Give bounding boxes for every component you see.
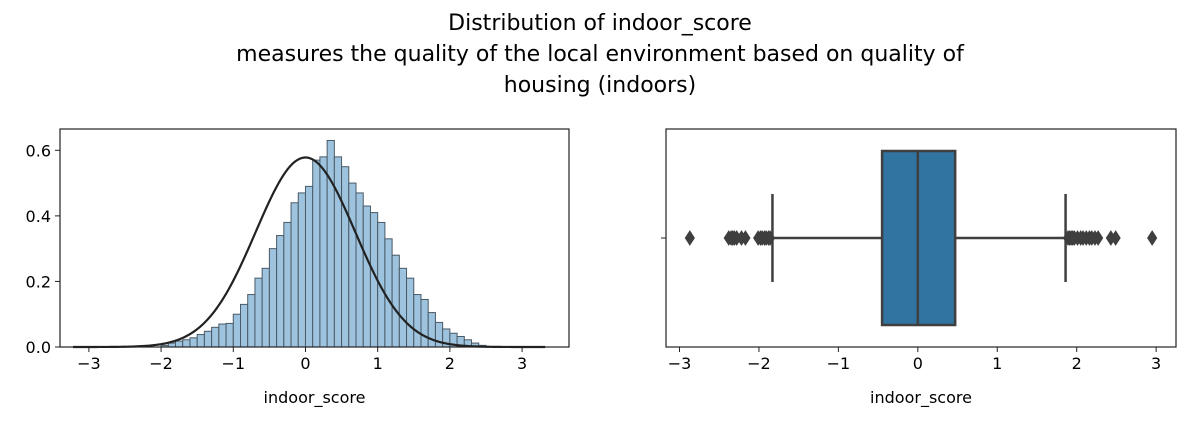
histogram-bar xyxy=(333,156,343,348)
histogram-bar xyxy=(261,267,270,348)
histogram-bar xyxy=(247,294,256,348)
kde-curve xyxy=(73,156,546,349)
figure-title-line-2: measures the quality of the local enviro… xyxy=(236,42,964,67)
x-tick-label: 1 xyxy=(373,354,383,373)
histogram-axes-frame xyxy=(59,128,570,348)
histogram-bar xyxy=(398,267,408,348)
histogram-bar xyxy=(268,248,278,348)
x-tick-label: 0 xyxy=(300,354,310,373)
y-tick-label: 0.4 xyxy=(26,207,51,226)
figure-title-line-3: housing (indoors) xyxy=(503,73,697,98)
x-tick-label: 2 xyxy=(1072,354,1082,373)
outlier-point xyxy=(740,230,751,246)
x-tick-label: 1 xyxy=(992,354,1002,373)
histogram-bar xyxy=(297,192,306,348)
boxplot-x-axis-label: indoor_score xyxy=(870,388,972,408)
histogram-bar xyxy=(384,238,393,348)
x-tick-label: 2 xyxy=(445,354,455,373)
x-tick-label: 0 xyxy=(913,354,923,373)
y-tick-label: 0.2 xyxy=(26,272,51,291)
y-tick-label: 0.0 xyxy=(26,338,51,357)
histogram-chart: −3 −2 −1 0 1 2 3 0.0 0.2 0.4 0.6 indoor_score xyxy=(26,128,570,408)
histogram-bar xyxy=(254,277,263,348)
histogram-bar xyxy=(196,334,205,348)
histogram-bar xyxy=(182,339,191,348)
x-tick-label: 3 xyxy=(517,354,527,373)
figure-title-line-1: Distribution of indoor_score xyxy=(448,11,752,36)
histogram-bar xyxy=(175,340,184,348)
histogram-bar xyxy=(203,330,213,348)
x-tick-label: −3 xyxy=(77,354,101,373)
histogram-bar xyxy=(420,298,429,348)
histogram-bar xyxy=(406,277,415,348)
histogram-bar xyxy=(240,303,249,348)
x-tick-label: −2 xyxy=(149,354,173,373)
outlier-point xyxy=(1110,230,1121,246)
histogram-bar xyxy=(276,235,285,348)
histogram-bar xyxy=(211,326,220,348)
histogram-bar xyxy=(189,337,198,348)
histogram-bar xyxy=(312,159,321,348)
outlier-point xyxy=(1093,230,1104,246)
histogram-bar xyxy=(355,192,364,348)
figure-title: Distribution of indoor_score measures th… xyxy=(0,8,1190,101)
histogram-x-axis-label: indoor_score xyxy=(264,388,366,408)
histogram-bar xyxy=(304,185,314,348)
histogram-bar xyxy=(283,221,292,348)
histogram-bar xyxy=(326,139,335,348)
histogram-bar xyxy=(319,156,328,348)
histogram-bar xyxy=(341,166,350,348)
histogram-bar xyxy=(391,254,400,348)
boxplot-chart: −3 −2 −1 0 1 2 3 indoor_score xyxy=(661,128,1177,408)
y-tick-label: 0.6 xyxy=(26,141,51,160)
x-tick-label: −3 xyxy=(668,354,692,373)
histogram-bar xyxy=(225,322,234,348)
histogram-bar xyxy=(232,313,241,348)
histogram-bar xyxy=(218,323,227,348)
histogram-bar xyxy=(290,202,299,348)
outlier-point xyxy=(764,230,776,246)
outlier-point xyxy=(1147,230,1158,246)
histogram-bar xyxy=(427,312,436,348)
x-tick-label: 3 xyxy=(1151,354,1161,373)
x-tick-label: −1 xyxy=(827,354,851,373)
histogram-bar xyxy=(362,205,371,348)
x-tick-label: −2 xyxy=(747,354,771,373)
outlier-point xyxy=(684,230,695,246)
histogram-bar xyxy=(348,182,357,348)
histogram-bar xyxy=(413,294,422,348)
x-tick-label: −1 xyxy=(221,354,245,373)
